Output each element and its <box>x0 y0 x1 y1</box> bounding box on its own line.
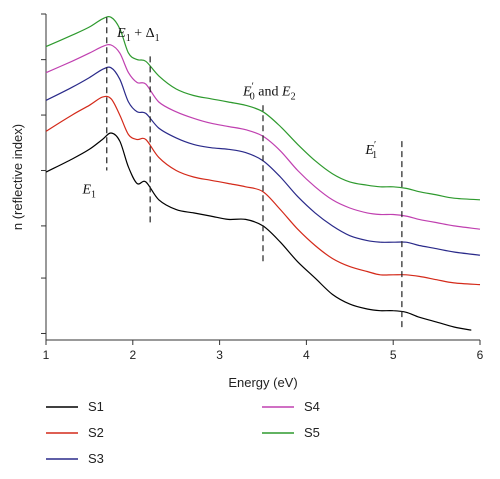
series-line-s1 <box>45 132 472 331</box>
legend-label-s2: S2 <box>88 425 104 440</box>
annotation-e1: E1 <box>81 182 96 200</box>
x-tick-label: 1 <box>43 348 50 362</box>
x-tick-label: 2 <box>129 348 136 362</box>
y-axis-ticks <box>41 13 46 334</box>
plot-frame <box>45 14 480 341</box>
series-line-s2 <box>45 95 481 286</box>
y-axis-label: n (reflective index) <box>10 124 25 230</box>
series-line-s3 <box>45 66 481 256</box>
series-line-s4 <box>45 43 481 230</box>
annotation-e1-plus-delta1: E1 + Δ1 <box>116 26 159 44</box>
x-tick-label: 3 <box>216 348 223 362</box>
annotation-layer: E1 E1 + Δ1 E′ 0 and E2 E′ 1 <box>81 17 403 331</box>
annotation-e0-prime-and-e2: E′ 0 and E2 <box>242 82 296 103</box>
legend-label-s1: S1 <box>88 399 104 414</box>
series-layer <box>45 16 481 331</box>
x-axis-ticks: 1 2 3 4 5 6 <box>43 340 484 362</box>
x-axis-label: Energy (eV) <box>228 375 297 390</box>
legend: S1 S2 S3 S4 S5 <box>46 399 320 466</box>
x-tick-label: 5 <box>390 348 397 362</box>
legend-label-s4: S4 <box>304 399 320 414</box>
legend-label-s3: S3 <box>88 451 104 466</box>
x-tick-label: 4 <box>303 348 310 362</box>
legend-label-s5: S5 <box>304 425 320 440</box>
series-line-s5 <box>45 16 481 201</box>
annotation-e1-prime: E′ 1 <box>364 140 377 161</box>
x-tick-label: 6 <box>477 348 484 362</box>
